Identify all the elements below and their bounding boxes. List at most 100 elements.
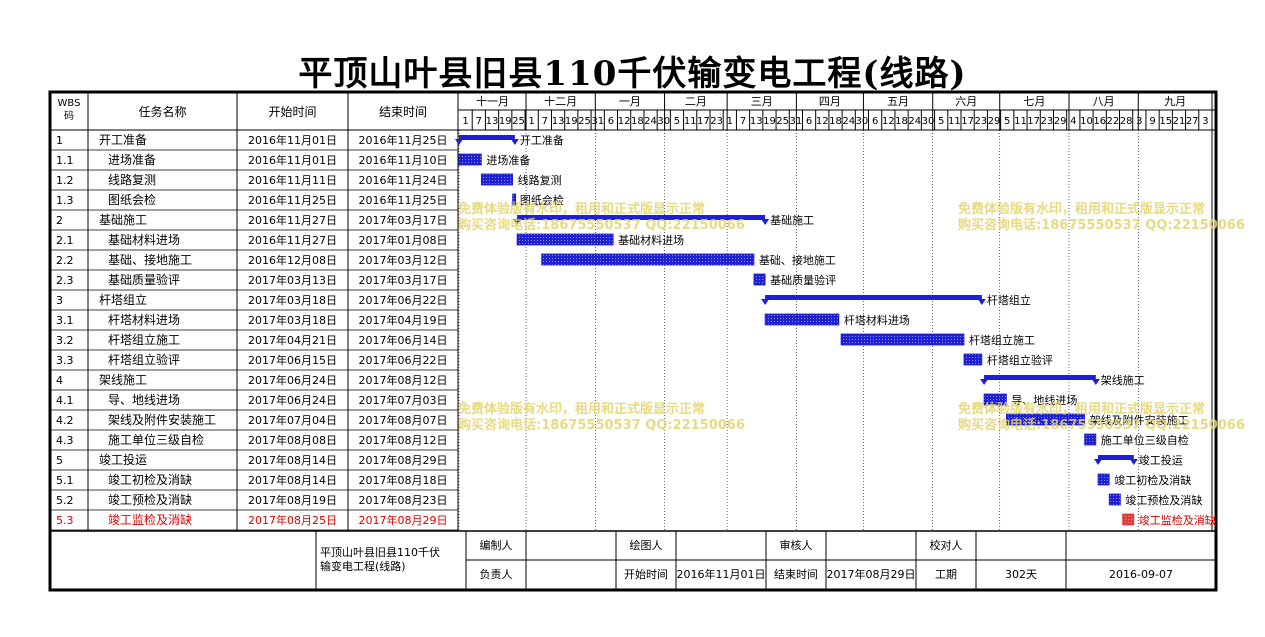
bar-label: 基础材料进场 bbox=[618, 233, 684, 247]
day-tick-label: 1 bbox=[727, 116, 733, 127]
task-name: 杆塔组立验评 bbox=[108, 352, 180, 367]
wbs-code: 3 bbox=[56, 294, 63, 307]
summary-bar-end bbox=[513, 219, 522, 225]
task-start: 2017年07月04日 bbox=[248, 413, 337, 427]
day-tick-label: 17 bbox=[697, 116, 710, 127]
day-tick-label: 22 bbox=[1107, 116, 1120, 127]
task-start: 2016年11月25日 bbox=[248, 193, 337, 207]
task-start: 2017年06月24日 bbox=[248, 373, 337, 387]
bar-label: 竣工投运 bbox=[1139, 453, 1183, 467]
page-title: 平顶山叶县旧县110千伏输变电工程(线路) bbox=[298, 54, 967, 94]
task-name: 导、地线进场 bbox=[108, 393, 180, 407]
day-tick-label: 3 bbox=[1136, 116, 1142, 127]
task-bar bbox=[1108, 493, 1121, 506]
day-tick-label: 13 bbox=[486, 116, 499, 127]
month-label: 十一月 bbox=[476, 94, 509, 108]
summary-bar bbox=[459, 135, 515, 140]
wbs-code: 5 bbox=[56, 454, 63, 467]
wbs-code: 4.1 bbox=[56, 394, 74, 407]
task-name: 施工单位三级自检 bbox=[108, 432, 204, 447]
task-end: 2017年08月29日 bbox=[359, 453, 448, 467]
day-tick-label: 7 bbox=[740, 116, 746, 127]
task-end: 2017年04月19日 bbox=[359, 313, 448, 327]
bar-label: 架线及附件安装施工 bbox=[1090, 413, 1189, 427]
task-name: 架线及附件安装施工 bbox=[108, 412, 216, 427]
task-name: 图纸会检 bbox=[108, 192, 156, 207]
footer-label: 编制人 bbox=[480, 538, 513, 552]
bar-label: 施工单位三级自检 bbox=[1101, 433, 1189, 447]
task-start: 2016年11月01日 bbox=[248, 133, 337, 147]
task-bar bbox=[1097, 473, 1110, 486]
wbs-code: 1.3 bbox=[56, 194, 74, 207]
day-tick-label: 1 bbox=[462, 116, 468, 127]
wbs-code: 1 bbox=[56, 134, 63, 147]
day-tick-label: 11 bbox=[684, 116, 697, 127]
task-start: 2016年11月27日 bbox=[248, 233, 337, 247]
task-end: 2017年03月17日 bbox=[359, 213, 448, 227]
task-end: 2017年08月23日 bbox=[359, 493, 448, 507]
day-tick-label: 19 bbox=[499, 116, 512, 127]
month-label: 八月 bbox=[1093, 95, 1115, 108]
task-start: 2017年06月15日 bbox=[248, 353, 337, 367]
bar-label: 基础质量验评 bbox=[770, 273, 836, 287]
task-name: 杆塔组立施工 bbox=[108, 332, 180, 347]
bar-label: 竣工预检及消缺 bbox=[1125, 493, 1202, 507]
bar-label: 导、地线进场 bbox=[1011, 393, 1077, 407]
task-end: 2017年07月03日 bbox=[359, 393, 448, 407]
day-tick-label: 6 bbox=[872, 116, 878, 127]
footer-label: 审核人 bbox=[780, 538, 813, 552]
header-start: 开始时间 bbox=[268, 105, 316, 119]
task-end: 2017年08月12日 bbox=[359, 373, 448, 387]
bar-label: 图纸会检 bbox=[520, 193, 564, 207]
bar-label: 开工准备 bbox=[520, 133, 564, 147]
wbs-code: 2 bbox=[56, 214, 63, 227]
summary-bar-end bbox=[1091, 379, 1100, 385]
day-tick-label: 16 bbox=[1093, 116, 1106, 127]
month-label: 七月 bbox=[1023, 95, 1045, 108]
task-end: 2016年11月25日 bbox=[359, 133, 448, 147]
task-bar bbox=[764, 313, 840, 326]
header-wbs: 码 bbox=[64, 110, 74, 122]
task-name: 架线施工 bbox=[99, 373, 147, 387]
task-name: 基础、接地施工 bbox=[108, 252, 192, 267]
outer-frame bbox=[48, 90, 1218, 592]
day-tick-label: 5 bbox=[938, 116, 944, 127]
day-tick-label: 12 bbox=[618, 116, 631, 127]
wbs-code: 4 bbox=[56, 374, 63, 387]
task-start: 2017年08月14日 bbox=[248, 473, 337, 487]
day-tick-label: 24 bbox=[842, 116, 855, 127]
task-bar bbox=[541, 253, 755, 266]
bar-label: 线路复测 bbox=[518, 173, 562, 187]
bar-label: 杆塔组立施工 bbox=[969, 333, 1035, 347]
task-end: 2017年08月29日 bbox=[359, 513, 448, 527]
day-tick-label: 13 bbox=[552, 116, 565, 127]
day-tick-label: 19 bbox=[763, 116, 776, 127]
task-end: 2017年06月14日 bbox=[359, 333, 448, 347]
task-name: 竣工预检及消缺 bbox=[108, 492, 192, 507]
task-end: 2017年03月17日 bbox=[359, 273, 448, 287]
footer-value: 2017年08月29日 bbox=[827, 567, 916, 581]
task-end: 2016年11月25日 bbox=[359, 193, 448, 207]
day-tick-label: 23 bbox=[1041, 116, 1054, 127]
day-tick-label: 5 bbox=[1004, 116, 1010, 127]
footer-project: 输变电工程(线路) bbox=[320, 559, 406, 573]
wbs-code: 5.2 bbox=[56, 494, 74, 507]
wbs-code: 3.3 bbox=[56, 354, 74, 367]
month-label: 四月 bbox=[819, 95, 841, 108]
footer-label: 开始时间 bbox=[624, 567, 668, 581]
day-tick-label: 6 bbox=[806, 116, 812, 127]
task-bar bbox=[1122, 513, 1135, 526]
task-bar bbox=[983, 393, 1007, 406]
month-label: 六月 bbox=[955, 95, 977, 108]
day-tick-label: 29 bbox=[1054, 116, 1067, 127]
task-end: 2017年01月08日 bbox=[359, 233, 448, 247]
task-name: 竣工投运 bbox=[99, 452, 147, 467]
day-tick-label: 25 bbox=[776, 116, 789, 127]
day-tick-label: 28 bbox=[1120, 116, 1133, 127]
footer-label: 负责人 bbox=[480, 567, 513, 581]
task-bar bbox=[753, 273, 766, 286]
day-tick-label: 18 bbox=[631, 116, 644, 127]
task-start: 2017年08月25日 bbox=[248, 513, 337, 527]
wbs-code: 5.3 bbox=[56, 514, 74, 527]
task-name: 开工准备 bbox=[99, 133, 147, 147]
